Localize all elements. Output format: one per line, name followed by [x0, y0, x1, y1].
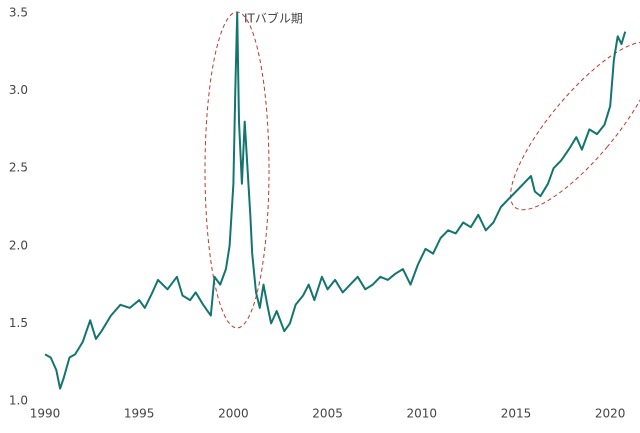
x-tick-label: 2005 — [312, 407, 343, 421]
y-tick-label: 3.0 — [9, 83, 28, 97]
x-tick-label: 2000 — [218, 407, 249, 421]
x-tick-label: 2020 — [595, 407, 626, 421]
annotation: ITバブル期 — [244, 11, 303, 26]
y-tick-label: 2.0 — [9, 238, 28, 252]
highlight-ellipse — [204, 11, 270, 329]
y-tick-label: 1.0 — [9, 394, 28, 408]
x-tick-label: 1995 — [124, 407, 155, 421]
highlight-ellipse — [510, 41, 640, 211]
x-tick-label: 2015 — [501, 407, 532, 421]
y-tick-label: 2.5 — [9, 161, 28, 175]
y-tick-label: 1.5 — [9, 316, 28, 330]
y-tick-label: 3.5 — [9, 6, 28, 20]
data-line — [44, 12, 627, 390]
x-tick-label: 2010 — [407, 407, 438, 421]
x-tick-label: 1990 — [30, 407, 61, 421]
